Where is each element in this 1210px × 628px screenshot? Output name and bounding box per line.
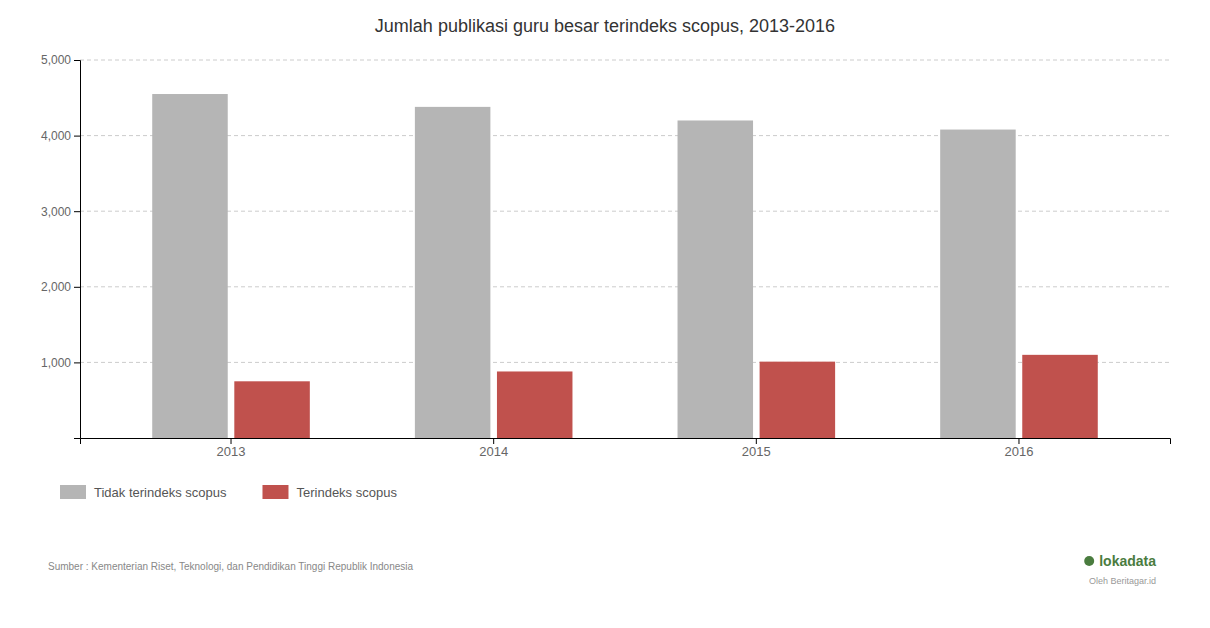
y-tick: 2,000 <box>41 280 80 294</box>
x-tick-mark <box>1018 438 1019 444</box>
x-tick: 2015 <box>742 438 771 459</box>
x-tick: 2016 <box>1005 438 1034 459</box>
brand-icon <box>1084 556 1094 566</box>
x-tick-label: 2014 <box>479 444 508 459</box>
legend-label: Terindeks scopus <box>296 485 397 500</box>
y-tick-label: 5,000 <box>41 53 71 67</box>
y-tick-mark <box>74 60 80 61</box>
bars <box>152 94 1098 438</box>
bar <box>1022 355 1098 438</box>
series <box>152 94 1015 438</box>
bar <box>940 130 1016 438</box>
y-tick: 3,000 <box>41 205 80 219</box>
plot: 1,0002,0003,0004,0005,000201320142015201… <box>41 53 1171 459</box>
y-axis-line <box>74 61 81 439</box>
y-tick-mark <box>74 136 80 137</box>
x-axis-line <box>81 439 1171 445</box>
y-tick: 5,000 <box>41 53 80 67</box>
bar <box>678 120 754 438</box>
legend-swatch <box>60 485 86 499</box>
bar <box>497 371 573 438</box>
title: Jumlah publikasi guru besar terindeks sc… <box>375 16 835 36</box>
bar <box>152 94 228 438</box>
grid-line <box>80 60 1170 61</box>
bar <box>234 381 310 438</box>
x-tick-mark <box>493 438 494 444</box>
y-tick-mark <box>74 362 80 363</box>
x-tick: 2014 <box>479 438 508 459</box>
y-tick-label: 2,000 <box>41 280 71 294</box>
y-tick: 1,000 <box>41 356 80 370</box>
bar <box>760 362 836 438</box>
brand: lokadata <box>1099 553 1156 569</box>
legend-item: Terindeks scopus <box>262 485 397 500</box>
chart: Jumlah publikasi guru besar terindeks sc… <box>0 0 1210 628</box>
x-tick-mark <box>231 438 232 444</box>
y-tick: 4,000 <box>41 129 80 143</box>
x-axis: 2013 2014 2015 2016 <box>81 438 1171 459</box>
source: Sumber : Kementerian Riset, Teknologi, d… <box>48 561 413 572</box>
y-tick-mark <box>74 211 80 212</box>
bar <box>415 107 491 438</box>
y-axis: 1,000 2,000 3,000 4,000 5,000 <box>41 53 81 438</box>
x-tick-label: 2013 <box>217 444 246 459</box>
x-tick-mark <box>756 438 757 444</box>
brand-subtitle: Oleh Beritagar.id <box>1089 576 1156 586</box>
x-tick-label: 2015 <box>742 444 771 459</box>
legend-swatch <box>262 485 288 499</box>
legend: Tidak terindeks scopus Terindeks scopus <box>60 485 397 500</box>
legend-item: Tidak terindeks scopus <box>60 485 227 500</box>
series <box>234 355 1097 438</box>
y-tick-label: 4,000 <box>41 129 71 143</box>
y-tick-mark <box>74 287 80 288</box>
x-tick: 2013 <box>217 438 246 459</box>
legend-label: Tidak terindeks scopus <box>94 485 227 500</box>
x-tick-label: 2016 <box>1005 444 1034 459</box>
y-tick-label: 1,000 <box>41 356 71 370</box>
y-tick-label: 3,000 <box>41 205 71 219</box>
